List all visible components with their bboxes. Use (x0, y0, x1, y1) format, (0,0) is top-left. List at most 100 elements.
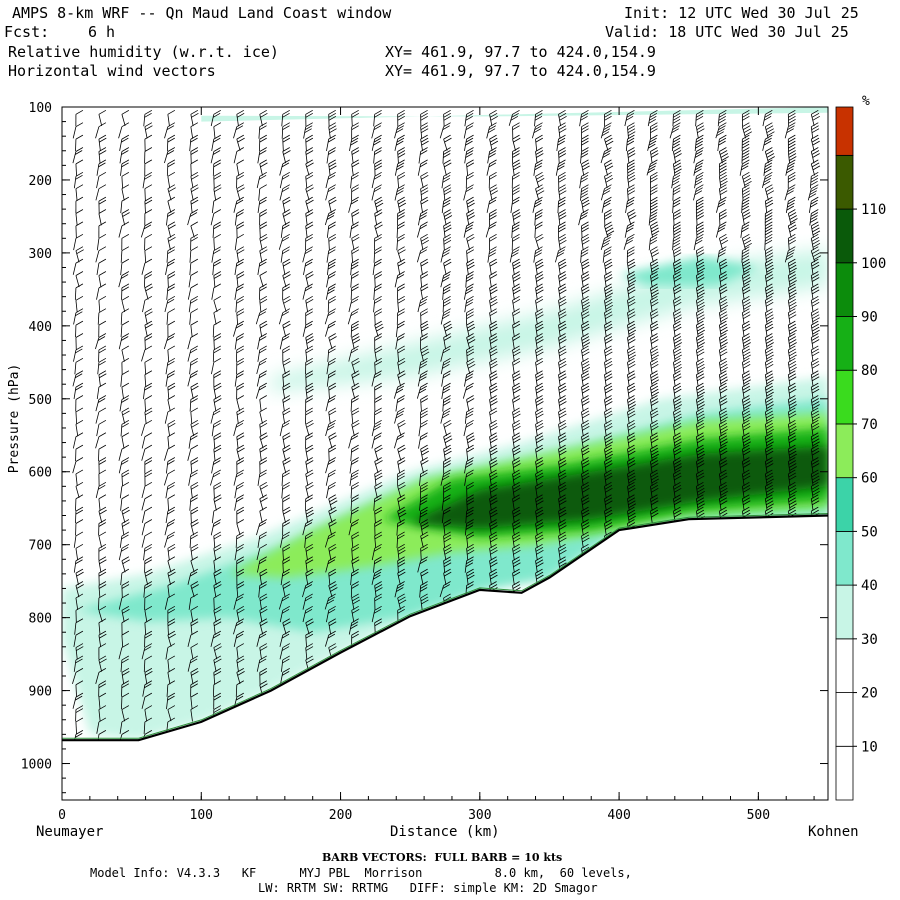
wind-barb-flag (628, 515, 636, 521)
wind-barb (305, 176, 308, 189)
wind-barb-flag (190, 209, 199, 214)
wind-barb-flag (785, 255, 794, 261)
wind-barb-flag (558, 360, 567, 366)
wind-barb (350, 287, 353, 300)
wind-barb (187, 573, 192, 585)
wind-barb (189, 263, 192, 276)
wind-barb-flag (236, 221, 244, 227)
wind-barb-flag (328, 630, 336, 636)
wind-barb-flag (420, 209, 428, 214)
wind-barb-flag (190, 630, 199, 636)
wind-barb-flag (467, 336, 475, 341)
wind-barb-flag (811, 258, 819, 264)
wind-barb-flag (236, 271, 244, 276)
wind-barb-flag (419, 500, 428, 506)
wind-barb-flag (351, 147, 359, 152)
wind-barb (259, 399, 262, 412)
wind-barb (282, 548, 284, 561)
wind-barb-flag (671, 128, 679, 134)
wind-barb-flag (98, 357, 107, 363)
wind-barb-flag (260, 484, 268, 490)
wind-barb (213, 535, 216, 548)
wind-barb-flag (696, 435, 705, 441)
wind-barb (279, 610, 284, 623)
wind-barb (256, 523, 261, 536)
wind-barb-flag (628, 277, 636, 282)
wind-barb-flag (351, 506, 359, 512)
colorbar-swatch (835, 262, 854, 317)
wind-barb-flag (397, 457, 405, 462)
wind-barb-flag (236, 345, 244, 351)
wind-barb-flag (260, 608, 268, 614)
wind-barb-flag (466, 308, 474, 314)
wind-barb-flag (466, 134, 474, 140)
wind-barb-flag (647, 168, 656, 174)
wind-barb-flag (558, 481, 566, 487)
wind-barb-flag (651, 326, 659, 332)
wind-barb-flag (258, 522, 267, 527)
wind-barb-flag (236, 311, 245, 317)
wind-barb-flag (512, 444, 520, 450)
wind-barb-flag (742, 196, 750, 202)
wind-barb (327, 349, 330, 362)
wind-barb-flag (788, 484, 796, 490)
wind-barb-flag (213, 432, 222, 438)
wind-barb-flag (788, 271, 796, 276)
wind-barb-flag (605, 339, 613, 344)
wind-barb-flag (397, 543, 405, 549)
wind-barb-flag (743, 289, 751, 295)
wind-barb-flag (121, 506, 130, 512)
wind-barb (374, 225, 379, 238)
wind-barb-flag (443, 159, 451, 165)
wind-barb-flag (444, 450, 452, 456)
wind-barb-flag (559, 363, 567, 369)
wind-barb-flag (604, 422, 613, 428)
wind-barb-flag (582, 376, 590, 382)
wind-barb-flag (719, 162, 727, 168)
wind-barb-flag (328, 543, 336, 549)
wind-barb-flag (259, 494, 267, 500)
wind-barb (305, 635, 307, 648)
wind-barb-flag (582, 202, 590, 208)
wind-barb-flag (236, 667, 244, 673)
wind-barb-flag (282, 484, 290, 490)
colorbar-swatch (835, 530, 854, 586)
wind-barb-flag (811, 314, 820, 320)
wind-barb-flag (122, 608, 130, 614)
wind-barb (258, 585, 261, 598)
wind-barb-flag (627, 444, 635, 450)
wind-barb (351, 387, 356, 399)
wind-barb (305, 473, 309, 486)
wind-barb-flag (582, 314, 590, 320)
wind-barb-flag (812, 153, 820, 158)
wind-barb (188, 436, 192, 449)
wind-barb-flag (695, 177, 703, 183)
wind-barb (396, 535, 399, 548)
wind-barb-flag (535, 233, 543, 239)
wind-barb (190, 424, 195, 437)
wind-barb (75, 424, 79, 437)
wind-barb-flag (489, 174, 497, 180)
wind-barb-flag (121, 568, 130, 574)
wind-barb-flag (419, 360, 428, 366)
wind-barb-flag (696, 184, 704, 190)
wind-barb-flag (397, 444, 405, 450)
wind-barb-flag (582, 500, 590, 506)
wind-barb (234, 287, 238, 300)
wind-barb-flag (98, 199, 107, 205)
wind-barb-flag (121, 283, 130, 289)
wind-barb-flag (535, 212, 543, 217)
wind-barb-flag (788, 246, 796, 252)
wind-barb-flag (489, 568, 497, 574)
wind-barb-flag (443, 519, 451, 524)
wind-barb-flag (190, 357, 199, 363)
wind-barb-flag (374, 171, 382, 177)
wind-barb-flag (259, 137, 267, 143)
wind-barb-flag (396, 125, 405, 131)
wind-barb-flag (511, 199, 520, 205)
wind-barb-flag (765, 320, 773, 326)
wind-barb-flag (765, 497, 773, 503)
wind-barb-flag (75, 680, 84, 686)
wind-barb-flag (696, 497, 705, 503)
